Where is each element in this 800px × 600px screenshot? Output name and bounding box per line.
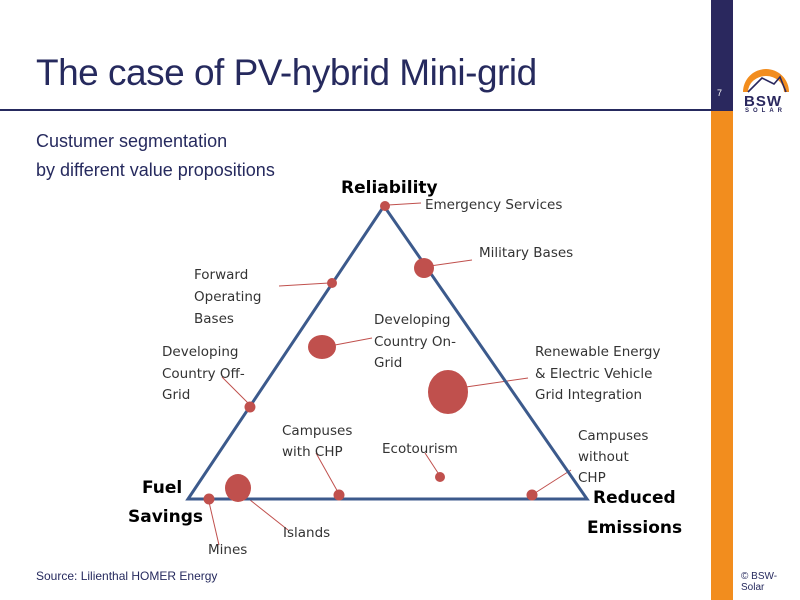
label-campuses-chp-2: with CHP <box>282 444 343 460</box>
label-renewable-1: Renewable Energy <box>535 344 660 360</box>
label-dev-off-grid-2: Country Off- <box>162 366 245 382</box>
label-dev-on-grid-1: Developing <box>374 312 450 328</box>
vertex-label-emissions: Emissions <box>587 518 682 538</box>
label-dev-on-grid-2: Country On- <box>374 334 456 350</box>
vertex-label-fuel: Fuel <box>142 478 182 498</box>
label-campuses-no-chp-1: Campuses <box>578 428 648 444</box>
customer-segmentation-triangle: Reliability Fuel Savings Reduced Emissio… <box>128 178 682 558</box>
label-campuses-no-chp-2: without <box>578 449 629 465</box>
vertex-label-reduced: Reduced <box>593 488 676 508</box>
label-dev-on-grid-3: Grid <box>374 355 402 371</box>
label-renewable-2: & Electric Vehicle <box>535 366 652 382</box>
label-dev-off-grid-1: Developing <box>162 344 238 360</box>
label-campuses-chp-1: Campuses <box>282 423 352 439</box>
label-forward-operating-2: Operating <box>194 289 262 305</box>
logo-subtext: SOLAR <box>745 108 786 114</box>
vertex-label-savings: Savings <box>128 507 203 527</box>
side-band-navy <box>711 0 733 111</box>
logo-text: BSW <box>744 93 782 110</box>
label-mines: Mines <box>208 542 247 558</box>
label-campuses-no-chp-3: CHP <box>578 470 606 486</box>
label-ecotourism: Ecotourism <box>382 441 458 457</box>
slide-title: The case of PV-hybrid Mini-grid <box>36 52 537 93</box>
source-note: Source: Lilienthal HOMER Energy <box>36 569 218 583</box>
label-forward-operating-3: Bases <box>194 311 234 327</box>
leader-lines <box>208 202 572 546</box>
subtitle-line-1: Custumer segmentation <box>36 131 228 151</box>
label-dev-off-grid-3: Grid <box>162 387 190 403</box>
vertex-label-reliability: Reliability <box>341 178 438 198</box>
bsw-solar-logo-icon <box>743 69 789 93</box>
title-divider <box>0 109 711 111</box>
value-triangle <box>185 203 590 501</box>
subtitle-line-2: by different value propositions <box>36 160 275 180</box>
segment-bubbles <box>203 201 538 505</box>
label-forward-operating-1: Forward <box>194 267 248 283</box>
copyright-note: © BSW-Solar <box>741 571 778 593</box>
side-band-orange <box>711 111 733 600</box>
label-emergency-services: Emergency Services <box>425 197 562 213</box>
page-number: 7 <box>717 88 723 98</box>
label-islands: Islands <box>283 525 330 541</box>
label-renewable-3: Grid Integration <box>535 387 642 403</box>
label-military-bases: Military Bases <box>479 245 573 261</box>
